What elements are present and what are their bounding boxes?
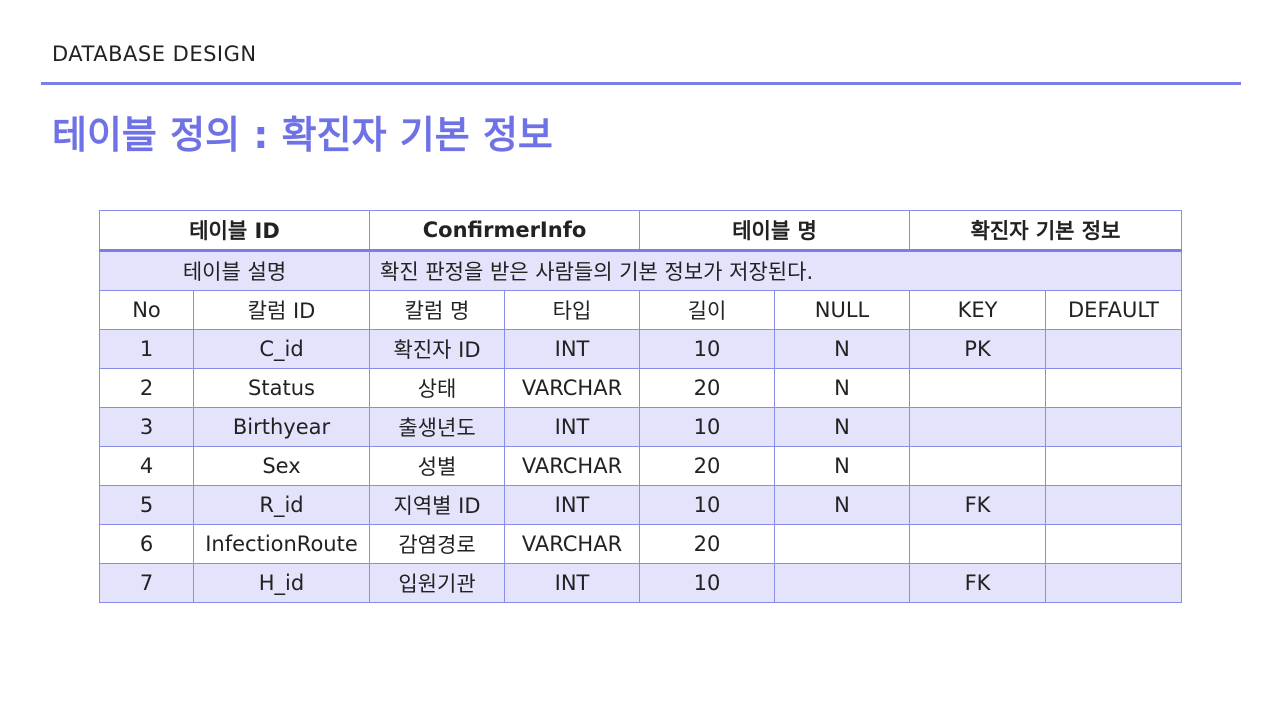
table-description-value: 확진 판정을 받은 사람들의 기본 정보가 저장된다. <box>369 250 1182 291</box>
table-cell <box>774 563 910 603</box>
table-cell: 20 <box>639 368 775 408</box>
table-cell: 지역별 ID <box>369 485 505 525</box>
table-cell: N <box>774 368 910 408</box>
table-cell: FK <box>909 563 1046 603</box>
table-cell <box>909 524 1046 564</box>
table-cell: 6 <box>99 524 194 564</box>
table-cell: 10 <box>639 563 775 603</box>
table-cell: VARCHAR <box>504 524 640 564</box>
table-cell: 20 <box>639 446 775 486</box>
table-cell: N <box>774 407 910 447</box>
table-id-label: 테이블 ID <box>99 210 370 252</box>
table-cell: 10 <box>639 407 775 447</box>
table-cell: H_id <box>193 563 370 603</box>
table-cell: 출생년도 <box>369 407 505 447</box>
table-name-value: 확진자 기본 정보 <box>909 210 1182 252</box>
table-cell: 성별 <box>369 446 505 486</box>
column-header: 칼럼 명 <box>369 290 505 330</box>
table-cell: INT <box>504 563 640 603</box>
table-id-value: ConfirmerInfo <box>369 210 640 252</box>
header-divider <box>41 82 1241 85</box>
table-cell <box>1045 485 1182 525</box>
table-cell: Sex <box>193 446 370 486</box>
table-meta-row: 테이블 ID ConfirmerInfo 테이블 명 확진자 기본 정보 <box>99 210 1182 252</box>
table-cell: 입원기관 <box>369 563 505 603</box>
table-row: 3 Birthyear 출생년도 INT 10 N <box>99 407 1182 447</box>
column-header: 길이 <box>639 290 775 330</box>
table-cell: N <box>774 329 910 369</box>
column-header-row: No 칼럼 ID 칼럼 명 타입 길이 NULL KEY DEFAULT <box>99 290 1182 330</box>
table-name-label: 테이블 명 <box>639 210 910 252</box>
table-cell <box>1045 407 1182 447</box>
table-row: 6 InfectionRoute 감염경로 VARCHAR 20 <box>99 524 1182 564</box>
table-cell <box>1045 563 1182 603</box>
column-header: KEY <box>909 290 1046 330</box>
table-cell: 상태 <box>369 368 505 408</box>
table-cell: N <box>774 485 910 525</box>
table-row: 1 C_id 확진자 ID INT 10 N PK <box>99 329 1182 369</box>
column-header: No <box>99 290 194 330</box>
table-cell: N <box>774 446 910 486</box>
table-row: 7 H_id 입원기관 INT 10 FK <box>99 563 1182 603</box>
column-header: NULL <box>774 290 910 330</box>
table-cell: INT <box>504 485 640 525</box>
table-row: 2 Status 상태 VARCHAR 20 N <box>99 368 1182 408</box>
table-row: 4 Sex 성별 VARCHAR 20 N <box>99 446 1182 486</box>
table-cell: 3 <box>99 407 194 447</box>
table-cell: Status <box>193 368 370 408</box>
table-cell <box>909 368 1046 408</box>
column-header: 타입 <box>504 290 640 330</box>
table-description-row: 테이블 설명 확진 판정을 받은 사람들의 기본 정보가 저장된다. <box>99 250 1182 291</box>
table-cell: 감염경로 <box>369 524 505 564</box>
table-cell: 4 <box>99 446 194 486</box>
column-header: 칼럼 ID <box>193 290 370 330</box>
table-cell: 5 <box>99 485 194 525</box>
table-cell <box>1045 368 1182 408</box>
table-row: 5 R_id 지역별 ID INT 10 N FK <box>99 485 1182 525</box>
table-description-label: 테이블 설명 <box>99 250 370 291</box>
table-definition: 테이블 ID ConfirmerInfo 테이블 명 확진자 기본 정보 테이블… <box>99 210 1182 603</box>
table-cell: 10 <box>639 329 775 369</box>
table-cell: Birthyear <box>193 407 370 447</box>
table-cell: PK <box>909 329 1046 369</box>
table-cell: 7 <box>99 563 194 603</box>
table-cell <box>1045 446 1182 486</box>
table-cell: 10 <box>639 485 775 525</box>
column-header: DEFAULT <box>1045 290 1182 330</box>
table-cell <box>1045 524 1182 564</box>
table-cell: INT <box>504 407 640 447</box>
table-cell: INT <box>504 329 640 369</box>
table-cell <box>909 446 1046 486</box>
section-header: DATABASE DESIGN <box>52 42 257 66</box>
table-cell: VARCHAR <box>504 368 640 408</box>
table-cell: 확진자 ID <box>369 329 505 369</box>
table-cell: C_id <box>193 329 370 369</box>
table-cell: 1 <box>99 329 194 369</box>
table-cell: 20 <box>639 524 775 564</box>
table-cell: R_id <box>193 485 370 525</box>
table-cell <box>909 407 1046 447</box>
table-cell <box>1045 329 1182 369</box>
table-cell: VARCHAR <box>504 446 640 486</box>
page-title: 테이블 정의 : 확진자 기본 정보 <box>52 113 553 157</box>
table-cell: FK <box>909 485 1046 525</box>
table-cell: 2 <box>99 368 194 408</box>
table-cell <box>774 524 910 564</box>
table-cell: InfectionRoute <box>193 524 370 564</box>
